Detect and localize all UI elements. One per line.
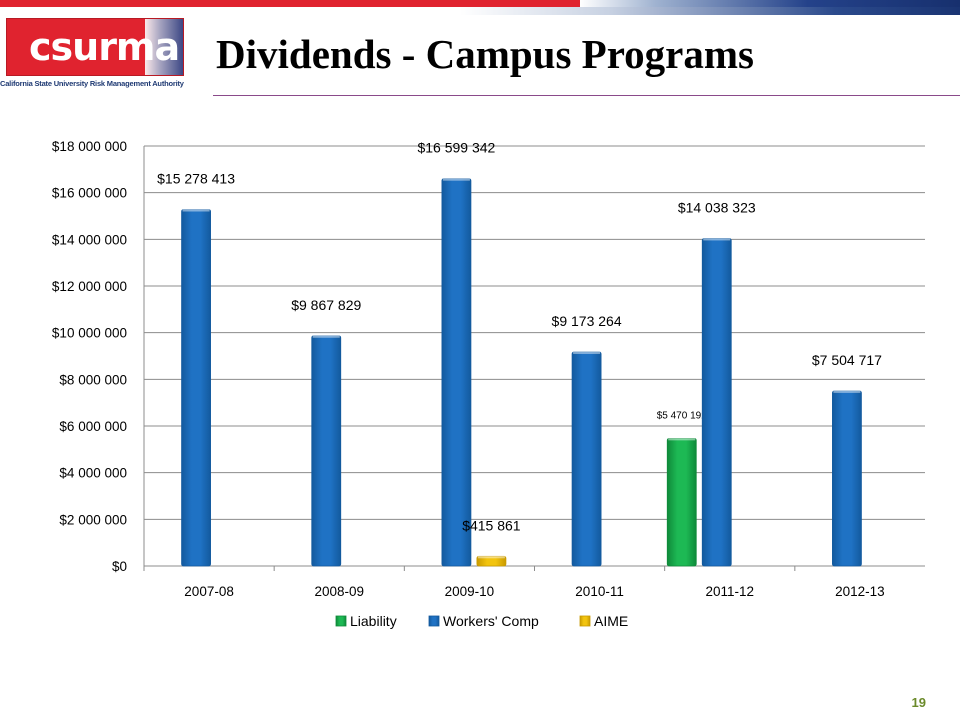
x-tick-label: 2009-10: [445, 584, 495, 599]
legend-label: Workers' Comp: [443, 613, 539, 629]
logo-text: csurma: [29, 25, 180, 69]
data-label: $5 470 192: [657, 410, 707, 421]
x-tick-label: 2008-09: [314, 584, 364, 599]
bar-workers-comp: [571, 351, 602, 567]
bar-top-highlight: [833, 389, 861, 393]
legend-label: Liability: [350, 613, 397, 629]
y-tick-label: $14 000 000: [52, 232, 127, 247]
bar-top-highlight: [477, 555, 505, 559]
y-tick-label: $0: [112, 559, 127, 574]
top-blue-stripe-lower: [460, 7, 960, 15]
logo-subtitle: California State University Risk Managem…: [0, 79, 184, 88]
bar-top-highlight: [668, 437, 696, 441]
csurma-logo: csurma: [6, 18, 184, 76]
legend-label: AIME: [594, 613, 628, 629]
bar-workers-comp: [181, 209, 211, 567]
bar-top-highlight: [573, 350, 601, 354]
bar-workers-comp: [311, 335, 342, 567]
y-tick-label: $2 000 000: [59, 512, 127, 527]
y-tick-label: $10 000 000: [52, 326, 127, 341]
bar-top-highlight: [182, 208, 210, 212]
bar-top-highlight: [442, 177, 470, 181]
data-label: $9 867 829: [291, 297, 361, 313]
top-blue-stripe: [580, 0, 960, 7]
data-label: $7 504 717: [812, 352, 882, 368]
x-tick-label: 2010-11: [575, 584, 624, 599]
data-label: $15 278 413: [157, 171, 235, 187]
bar-liability: [666, 437, 697, 567]
data-label: $14 038 323: [678, 199, 756, 215]
x-tick-label: 2011-12: [705, 584, 754, 599]
title-divider: [213, 95, 960, 96]
bar-top-highlight: [312, 334, 340, 338]
bar-workers-comp: [701, 238, 732, 567]
bar-workers-comp: [441, 178, 472, 567]
y-tick-label: $12 000 000: [52, 279, 127, 294]
legend-swatch-aime: [579, 615, 591, 627]
y-tick-label: $8 000 000: [59, 372, 127, 387]
data-label: $9 173 264: [552, 313, 622, 329]
y-tick-label: $4 000 000: [59, 466, 127, 481]
y-tick-label: $18 000 000: [52, 139, 127, 154]
data-label: $16 599 342: [417, 140, 495, 156]
data-label: $415 861: [462, 517, 521, 533]
y-tick-label: $16 000 000: [52, 186, 127, 201]
top-red-stripe: [0, 0, 580, 7]
x-tick-label: 2007-08: [184, 584, 234, 599]
y-tick-label: $6 000 000: [59, 419, 127, 434]
bar-workers-comp: [832, 390, 862, 567]
x-tick-label: 2012-13: [835, 584, 885, 599]
page-title: Dividends - Campus Programs: [216, 31, 754, 77]
page-number: 19: [911, 695, 926, 710]
legend-swatch-liability: [335, 615, 347, 627]
legend-swatch-workers-comp: [428, 615, 440, 627]
bar-aime: [476, 555, 507, 567]
bar-top-highlight: [703, 237, 731, 241]
